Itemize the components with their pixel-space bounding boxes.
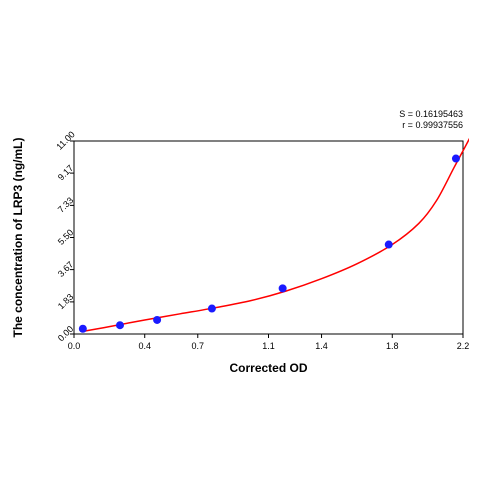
data-point [78, 324, 87, 333]
x-tick-label: 0.7 [192, 341, 205, 351]
y-axis-title: The concentration of LRP3 (ng/mL) [11, 137, 25, 337]
data-point [451, 154, 460, 163]
data-point [278, 284, 287, 293]
y-tick-label: 1.83 [56, 292, 75, 311]
data-point [115, 321, 124, 330]
x-tick-label: 2.2 [457, 341, 470, 351]
x-tick-label: 1.4 [315, 341, 328, 351]
fit-stat-s: S = 0.16195463 [399, 109, 463, 119]
y-tick-label: 5.50 [56, 227, 75, 246]
plot-area-frame [73, 140, 464, 335]
x-tick-label: 1.1 [262, 341, 275, 351]
x-tick-label: 0.4 [138, 341, 151, 351]
data-point [207, 304, 216, 313]
x-tick-label: 0.0 [68, 341, 81, 351]
data-point [153, 315, 162, 324]
plot-layer [78, 137, 469, 333]
fit-stat-r: r = 0.99937556 [402, 120, 463, 130]
data-point [384, 240, 393, 249]
x-axis-title: Corrected OD [229, 361, 307, 375]
x-axis: 0.0 0.4 0.7 1.1 1.4 1.8 2.2 [68, 334, 470, 351]
y-tick-label: 3.67 [56, 259, 75, 278]
y-tick-label: 7.33 [56, 195, 75, 214]
x-tick-label: 1.8 [386, 341, 399, 351]
y-tick-label: 9.17 [56, 163, 75, 182]
